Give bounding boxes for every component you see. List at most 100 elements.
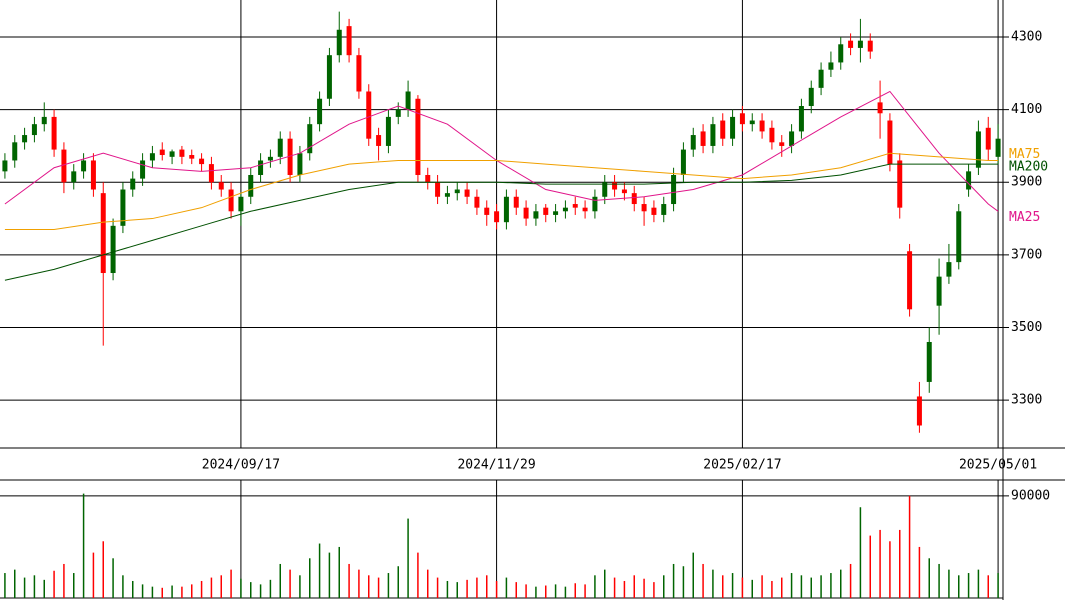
candle-body <box>120 189 126 226</box>
candle-body <box>789 131 795 146</box>
candle-body <box>454 189 460 194</box>
candle-body <box>543 207 549 215</box>
candle-body <box>749 120 755 125</box>
candle-body <box>356 55 362 92</box>
moving-average <box>4 163 999 281</box>
candle-body <box>985 127 991 150</box>
candle-body <box>376 135 382 146</box>
candle-body <box>12 142 18 161</box>
candle-body <box>336 29 342 56</box>
candle-body <box>287 138 293 175</box>
candle-body <box>267 156 273 161</box>
candle-body <box>31 124 37 136</box>
y-tick-label: 4100 <box>1011 102 1042 117</box>
candle-body <box>277 138 283 157</box>
candle-body <box>769 127 775 143</box>
candle-body <box>720 120 726 139</box>
candle-body <box>680 149 686 175</box>
candle-body <box>405 91 411 110</box>
candle-body <box>444 193 450 197</box>
candle-body <box>140 160 146 179</box>
candle-body <box>425 174 431 183</box>
candle-body <box>130 178 136 190</box>
x-tick-label: 2025/05/01 <box>959 458 1037 473</box>
candle-body <box>41 116 47 125</box>
candle-body <box>602 182 608 197</box>
legend-label: MA200 <box>1009 160 1048 175</box>
candle-body <box>710 124 716 146</box>
legend-label: MA75 <box>1009 147 1040 162</box>
candle-body <box>218 182 224 190</box>
candle-body <box>208 164 214 183</box>
candle-body <box>759 120 765 132</box>
candle-body <box>808 87 814 107</box>
legend-label: MA25 <box>1009 210 1040 225</box>
candle-body <box>848 40 854 48</box>
candle-body <box>995 138 1001 157</box>
candle-body <box>562 207 568 212</box>
candle-body <box>533 211 539 219</box>
candle-body <box>798 106 804 132</box>
candle-body <box>877 102 883 114</box>
candle-body <box>317 98 323 125</box>
candle-body <box>612 182 618 190</box>
candle-body <box>385 116 391 146</box>
candle-body <box>2 160 8 172</box>
candle-body <box>149 153 155 161</box>
y-tick-label: 3700 <box>1011 247 1042 262</box>
moving-average <box>4 152 999 230</box>
candle-body <box>739 113 745 125</box>
candle-body <box>828 62 834 70</box>
x-tick-label: 2024/11/29 <box>457 458 535 473</box>
candle-body <box>494 211 500 223</box>
candle-body <box>897 160 903 208</box>
candle-body <box>81 160 87 172</box>
x-tick-label: 2025/02/17 <box>703 458 781 473</box>
candle-body <box>857 40 863 48</box>
candle-body <box>346 26 352 56</box>
candle-body <box>100 193 106 274</box>
candle-body <box>307 124 313 154</box>
candle-body <box>631 193 637 205</box>
candle-body <box>621 189 627 194</box>
x-tick-label: 2024/09/17 <box>202 458 280 473</box>
candle-body <box>326 55 332 99</box>
candle-body <box>523 207 529 219</box>
candle-body <box>71 171 77 183</box>
candle-body <box>503 196 509 223</box>
candle-body <box>916 396 922 426</box>
candle-body <box>779 142 785 146</box>
candle-body <box>641 204 647 212</box>
y-tick-label: 4300 <box>1011 30 1042 45</box>
candle-body <box>258 160 264 175</box>
candle-body <box>61 149 67 183</box>
candle-body <box>818 69 824 88</box>
y-tick-label: 3900 <box>1011 175 1042 190</box>
candle-body <box>474 196 480 208</box>
volume-tick-label: 90000 <box>1011 488 1050 503</box>
candle-body <box>975 131 981 168</box>
candle-body <box>926 341 932 382</box>
candle-body <box>838 44 844 63</box>
candle-body <box>90 160 96 190</box>
candle-body <box>582 207 588 212</box>
candle-body <box>297 153 303 175</box>
candle-body <box>867 40 873 52</box>
candle-body <box>199 158 205 165</box>
candle-body <box>169 151 175 157</box>
moving-average <box>4 90 999 212</box>
candle-body <box>110 225 116 274</box>
candle-body <box>22 135 28 143</box>
candle-body <box>887 120 893 165</box>
y-tick-label: 3300 <box>1011 393 1042 408</box>
candle-body <box>395 109 401 117</box>
candle-body <box>572 204 578 208</box>
candle-body <box>435 182 441 197</box>
candle-body <box>238 196 244 212</box>
candle-body <box>936 276 942 306</box>
candle-body <box>671 174 677 205</box>
candle-body <box>956 211 962 263</box>
candle-body <box>946 262 952 277</box>
